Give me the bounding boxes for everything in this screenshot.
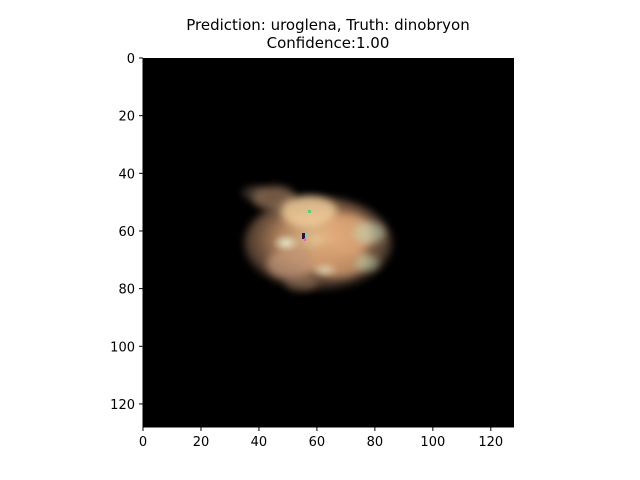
y-axis-tick-label: 0 <box>127 52 135 67</box>
x-axis-tick-label: 120 <box>478 435 503 450</box>
axes-frame <box>142 58 514 428</box>
x-axis-tick-label: 20 <box>193 435 210 450</box>
figure-title-line-1: Prediction: uroglena, Truth: dinobryon <box>186 16 470 34</box>
x-axis-tick-label: 0 <box>139 435 147 450</box>
y-axis-tick-label: 60 <box>118 225 135 240</box>
x-axis-tick-label: 80 <box>367 435 384 450</box>
figure-title-line-2: Confidence:1.00 <box>266 34 390 52</box>
plankton-specimen <box>242 186 392 291</box>
x-axis-tick-label: 60 <box>309 435 326 450</box>
y-axis-ticks: 0 20 40 60 80 100 120 <box>110 52 143 413</box>
y-axis-tick-label: 40 <box>118 167 135 182</box>
y-axis-tick-label: 20 <box>118 110 135 125</box>
x-axis-tick-label: 100 <box>420 435 445 450</box>
x-axis-tick-label: 40 <box>251 435 268 450</box>
y-axis-tick-label: 80 <box>118 283 135 298</box>
y-axis-tick-label: 120 <box>110 398 135 413</box>
x-axis-ticks: 0 20 40 60 80 100 120 <box>139 427 503 450</box>
y-axis-tick-label: 100 <box>110 340 135 355</box>
